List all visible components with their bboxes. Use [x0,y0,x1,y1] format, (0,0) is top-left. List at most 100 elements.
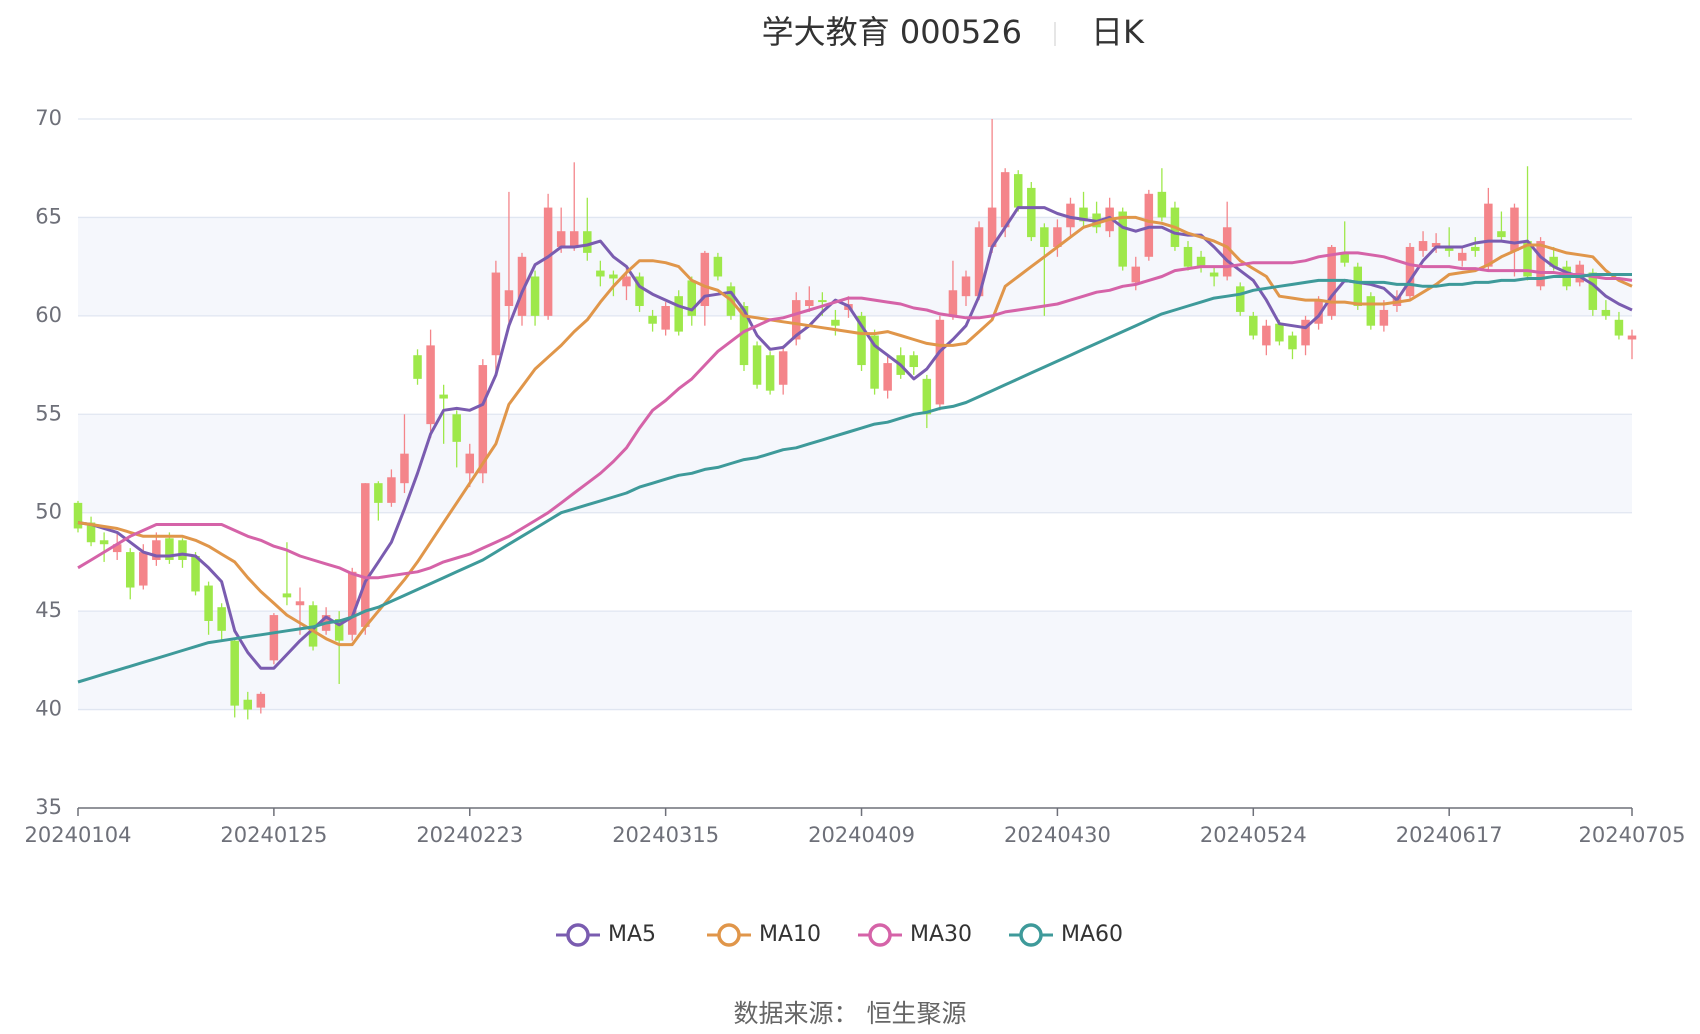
candle-body [439,394,448,399]
candle-body [452,414,461,442]
y-tick-label: 45 [35,598,62,622]
candle-body [361,483,370,627]
y-tick-label: 50 [35,500,62,524]
chart-subtitle: 日K [1091,13,1145,51]
candle-body [1196,256,1206,267]
candle-body [739,306,749,366]
candle-body [1457,252,1467,261]
candle-body [112,544,122,553]
legend-label: MA30 [910,922,972,947]
candle-body [1418,241,1428,251]
x-tick-label: 20240409 [808,823,915,847]
candle-body [1379,309,1389,326]
candle-body [1222,227,1232,277]
candle-body [256,693,266,708]
ma-line [77,251,1633,580]
candle-body [1431,243,1441,247]
candle-body [1510,207,1519,251]
legend-label: MA10 [759,922,821,947]
candle-body [1627,335,1637,340]
candle-body [791,300,801,340]
candle-body [1523,241,1532,277]
candle-body [1131,266,1141,283]
candle-body [961,276,971,297]
legend-label: MA5 [608,922,656,947]
candle-body [948,290,958,316]
candle-body [269,615,279,661]
candle-body [596,270,605,277]
candle-body [818,300,827,303]
candle-body [713,256,723,277]
candle-body [465,453,475,474]
candle-body [73,502,83,529]
x-tick-label: 20240223 [416,823,523,847]
candle-body [752,345,762,385]
x-tick-label: 20240315 [612,823,719,847]
candle-body [1013,174,1023,208]
candle-body [413,355,422,379]
candle-body [922,378,932,415]
candle-body [400,453,409,484]
candle-body [387,477,396,503]
legend-item: MA5 [556,922,656,947]
candle-body [1235,286,1245,312]
legend-item: MA30 [858,922,972,947]
candle-body [1118,211,1127,267]
candle-body [125,552,135,588]
y-tick-label: 40 [35,697,62,721]
candle-body [987,207,997,247]
candle-body [909,355,919,368]
candle-body [648,315,657,324]
candle-body [622,276,631,287]
candle-body [1053,227,1062,247]
x-tick-label: 20240524 [1200,823,1307,847]
candle-body [1353,266,1363,307]
x-tick-label: 20240104 [25,823,132,847]
candle-body [1079,207,1088,222]
candle-body [99,540,109,545]
candle-body [1144,193,1154,257]
candle-body [1601,309,1611,316]
candle-body [204,585,213,621]
x-tick-label: 20240617 [1396,823,1503,847]
candle-body [1262,325,1271,346]
candle-body [1183,246,1193,267]
candle-body [1444,246,1454,251]
candle-body [700,252,710,307]
legend-item: MA60 [1009,922,1123,947]
candle-body [1288,335,1297,350]
x-tick-label: 20240125 [220,823,327,847]
ma-line [77,206,1633,670]
candle-body [1314,300,1323,324]
candle-body [86,522,96,543]
candle-body [1340,252,1349,263]
y-tick-label: 65 [35,204,62,228]
candle-body [870,335,879,389]
candle-body [152,540,161,560]
x-tick-label: 20240705 [1579,823,1686,847]
candle-body [478,365,488,474]
candle-body [282,593,292,598]
candle-body [1484,203,1493,267]
candle-body [530,276,540,316]
y-tick-label: 60 [35,303,62,327]
ma-line [77,215,1633,647]
legend-marker [717,923,741,947]
candle-body [687,280,697,316]
candle-body [1497,231,1506,238]
candle-body [347,571,357,635]
legend-label: MA60 [1061,922,1123,947]
candle-body [1366,296,1376,326]
candle-body [1275,323,1284,342]
candle-body [1588,272,1598,310]
candle-body [491,272,501,356]
ma-line [77,273,1632,684]
candle-body [609,274,618,279]
candle-body [765,355,775,391]
candle-body [635,276,644,307]
candle-body [883,363,892,391]
candle-body [1040,227,1049,247]
candle-body [1536,241,1545,287]
